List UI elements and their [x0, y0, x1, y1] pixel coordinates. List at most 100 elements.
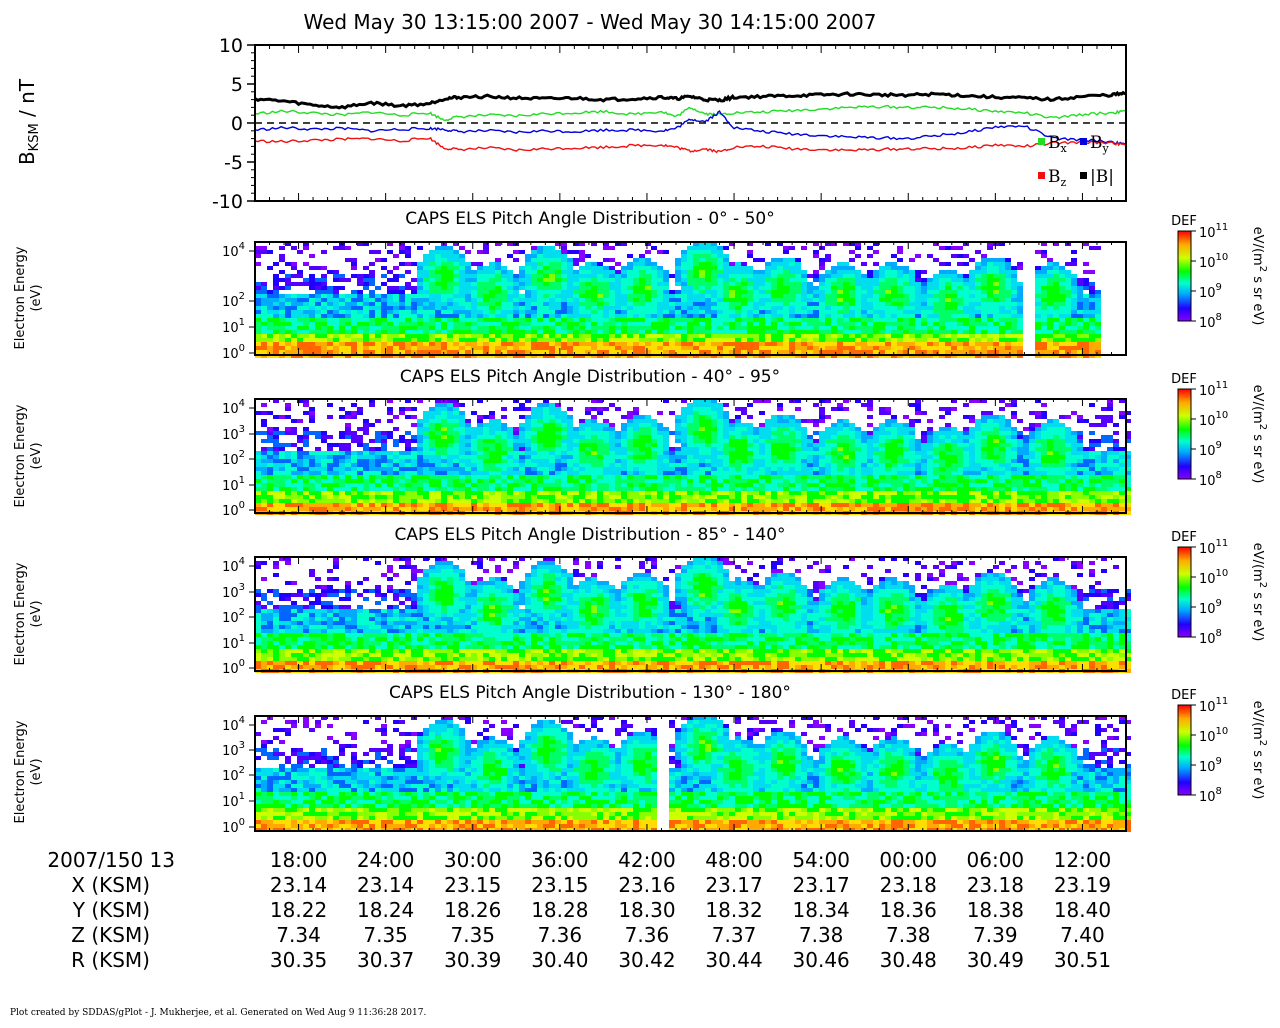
spectrogram-ytick-label: 100 — [222, 500, 245, 519]
mag-ytick-label: 0 — [231, 113, 243, 135]
spectrogram-field — [255, 399, 1131, 515]
ephemeris-cell: 30.42 — [618, 948, 675, 972]
ephemeris-cell: 23.19 — [1054, 873, 1111, 897]
spectrogram-field — [255, 557, 1131, 673]
mag-line-bz — [255, 138, 1126, 153]
colorbar-tick-label: 1010 — [1199, 726, 1228, 745]
colorbar — [1178, 705, 1191, 795]
ephemeris-cell: 23.16 — [618, 873, 675, 897]
ephemeris-cell: 7.40 — [1060, 923, 1105, 947]
ephemeris-cell: 23.14 — [357, 873, 414, 897]
spectrogram-ytick-label: 100 — [222, 817, 245, 836]
spectrogram-ylabel: Electron Energy(eV) — [13, 720, 44, 823]
spectrogram-panel-3: CAPS ELS Pitch Angle Distribution - 85° … — [13, 525, 1268, 677]
mag-ylabel-main: B — [15, 151, 39, 165]
colorbar-label: DEF — [1171, 530, 1197, 545]
ephemeris-cell: 30.44 — [705, 948, 762, 972]
colorbar-unit: eV/(m2 s sr eV) — [1250, 701, 1268, 800]
ephemeris-cell: 7.36 — [538, 923, 583, 947]
ephemeris-cell: 7.36 — [625, 923, 670, 947]
spectrogram-ytick-label: 101 — [222, 791, 245, 810]
ephemeris-cell: 7.35 — [363, 923, 408, 947]
legend-by-swatch — [1080, 138, 1087, 145]
spectrogram-ytick-label: 102 — [222, 765, 245, 784]
legend-bx-label: Bx — [1048, 133, 1068, 155]
colorbar-tick-label: 109 — [1199, 440, 1222, 459]
ephemeris-cell: 18.36 — [880, 898, 937, 922]
ephemeris-cell: 7.34 — [276, 923, 321, 947]
ephemeris-row-label: X (KSM) — [71, 873, 150, 897]
mag-ytick-label: -5 — [224, 152, 243, 174]
spectrogram-title: CAPS ELS Pitch Angle Distribution - 0° -… — [405, 209, 774, 229]
ephemeris-cell: 7.38 — [799, 923, 844, 947]
ephemeris-cell: 18.24 — [357, 898, 414, 922]
spectrogram-ytick-label: 104 — [222, 398, 245, 417]
ephemeris-cell: 23.17 — [705, 873, 762, 897]
spectrogram-title: CAPS ELS Pitch Angle Distribution - 130°… — [389, 683, 791, 703]
spectrogram-panels: CAPS ELS Pitch Angle Distribution - 0° -… — [13, 209, 1268, 836]
ephemeris-row-label: Z (KSM) — [71, 923, 150, 947]
ephemeris-cell: 30:00 — [444, 848, 502, 872]
ephemeris-cell: 48:00 — [705, 848, 763, 872]
colorbar — [1178, 231, 1191, 321]
colorbar-tick-label: 109 — [1199, 598, 1222, 617]
mag-ytick-label: 5 — [231, 74, 243, 96]
ephemeris-row-label: 2007/150 13 — [47, 848, 175, 872]
spectrogram-ytick-label: 100 — [222, 658, 245, 677]
ephemeris-cell: 18.40 — [1054, 898, 1111, 922]
legend-by-label: By — [1090, 133, 1110, 155]
ephemeris-cell: 30.39 — [444, 948, 501, 972]
mag-ytick-label: 10 — [219, 35, 243, 57]
ephemeris-row-label: Y (KSM) — [72, 898, 150, 922]
ephemeris-row-label: R (KSM) — [71, 948, 150, 972]
ephemeris-cell: 23.18 — [967, 873, 1024, 897]
spectrogram-ytick-label: 100 — [222, 343, 245, 362]
colorbar-tick-label: 1010 — [1199, 410, 1228, 429]
spectrogram-ytick-label: 103 — [222, 582, 245, 601]
ephemeris-cell: 18.28 — [531, 898, 588, 922]
spectrogram-field — [255, 716, 1131, 832]
colorbar-tick-label: 1011 — [1199, 380, 1228, 399]
legend-bmag-label: |B| — [1090, 167, 1114, 187]
spectrogram-panel-2: CAPS ELS Pitch Angle Distribution - 40° … — [13, 367, 1268, 519]
ephemeris-cell: 30.49 — [967, 948, 1024, 972]
colorbar — [1178, 389, 1191, 479]
spectrogram-ytick-label: 103 — [222, 424, 245, 443]
page-title: Wed May 30 13:15:00 2007 - Wed May 30 14… — [303, 10, 876, 34]
spectrogram-ytick-label: 101 — [222, 633, 245, 652]
colorbar-tick-label: 108 — [1199, 312, 1222, 331]
legend-bz-label: Bz — [1048, 167, 1067, 189]
colorbar-tick-label: 109 — [1199, 756, 1222, 775]
spectrogram-title: CAPS ELS Pitch Angle Distribution - 85° … — [394, 525, 785, 545]
spectrogram-ylabel: Electron Energy(eV) — [13, 246, 44, 349]
spectrogram-ytick-label: 102 — [222, 607, 245, 626]
spectrogram-panel-1: CAPS ELS Pitch Angle Distribution - 0° -… — [13, 209, 1268, 362]
ephemeris-cell: 7.39 — [973, 923, 1018, 947]
ephemeris-cell: 06:00 — [967, 848, 1025, 872]
ephemeris-cell: 7.35 — [450, 923, 495, 947]
colorbar-tick-label: 109 — [1199, 282, 1222, 301]
spectrogram-field — [255, 242, 1101, 358]
mag-ylabel-unit: / nT — [15, 78, 39, 123]
colorbar-tick-label: 1010 — [1199, 252, 1228, 271]
ephemeris-cell: 42:00 — [618, 848, 676, 872]
ephemeris-cell: 30.35 — [270, 948, 327, 972]
mag-ylabel: BKSM / nT — [15, 78, 42, 165]
mag-line-bmag — [255, 93, 1126, 108]
ephemeris-cell: 18.34 — [793, 898, 850, 922]
ephemeris-table: 2007/150 13X (KSM)Y (KSM)Z (KSM)R (KSM) 1… — [47, 848, 1111, 972]
ephemeris-cell: 23.15 — [444, 873, 501, 897]
footer-credit: Plot created by SDDAS/gPlot - J. Mukherj… — [10, 1008, 426, 1018]
ephemeris-cell: 7.38 — [886, 923, 931, 947]
colorbar-tick-label: 108 — [1199, 628, 1222, 647]
spectrogram-ytick-label: 101 — [222, 475, 245, 494]
colorbar-label: DEF — [1171, 688, 1197, 703]
spectrogram-panel-4: CAPS ELS Pitch Angle Distribution - 130°… — [13, 683, 1268, 836]
ephemeris-cell: 23.17 — [793, 873, 850, 897]
ephemeris-cell: 23.15 — [531, 873, 588, 897]
ephemeris-cell: 24:00 — [357, 848, 415, 872]
colorbar-unit: eV/(m2 s sr eV) — [1250, 543, 1268, 642]
